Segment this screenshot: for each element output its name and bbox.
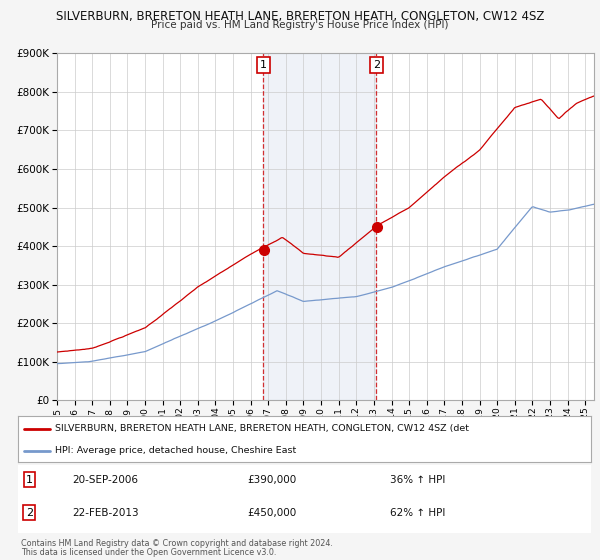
Text: 20-SEP-2006: 20-SEP-2006 — [73, 475, 139, 485]
Text: SILVERBURN, BRERETON HEATH LANE, BRERETON HEATH, CONGLETON, CW12 4SZ: SILVERBURN, BRERETON HEATH LANE, BRERETO… — [56, 10, 544, 23]
Bar — [263, 53, 376, 400]
Text: £450,000: £450,000 — [247, 507, 296, 517]
Text: 36% ↑ HPI: 36% ↑ HPI — [391, 475, 446, 485]
Text: £390,000: £390,000 — [247, 475, 296, 485]
Text: HPI: Average price, detached house, Cheshire East: HPI: Average price, detached house, Ches… — [55, 446, 296, 455]
Text: 2: 2 — [26, 507, 33, 517]
Text: 2: 2 — [373, 60, 380, 70]
Text: Contains HM Land Registry data © Crown copyright and database right 2024.: Contains HM Land Registry data © Crown c… — [21, 539, 333, 548]
Text: 62% ↑ HPI: 62% ↑ HPI — [391, 507, 446, 517]
Text: 1: 1 — [26, 475, 33, 485]
Text: 22-FEB-2013: 22-FEB-2013 — [73, 507, 139, 517]
Text: This data is licensed under the Open Government Licence v3.0.: This data is licensed under the Open Gov… — [21, 548, 277, 557]
Text: SILVERBURN, BRERETON HEATH LANE, BRERETON HEATH, CONGLETON, CW12 4SZ (det: SILVERBURN, BRERETON HEATH LANE, BRERETO… — [55, 424, 469, 433]
Text: 1: 1 — [260, 60, 267, 70]
Text: Price paid vs. HM Land Registry's House Price Index (HPI): Price paid vs. HM Land Registry's House … — [151, 20, 449, 30]
